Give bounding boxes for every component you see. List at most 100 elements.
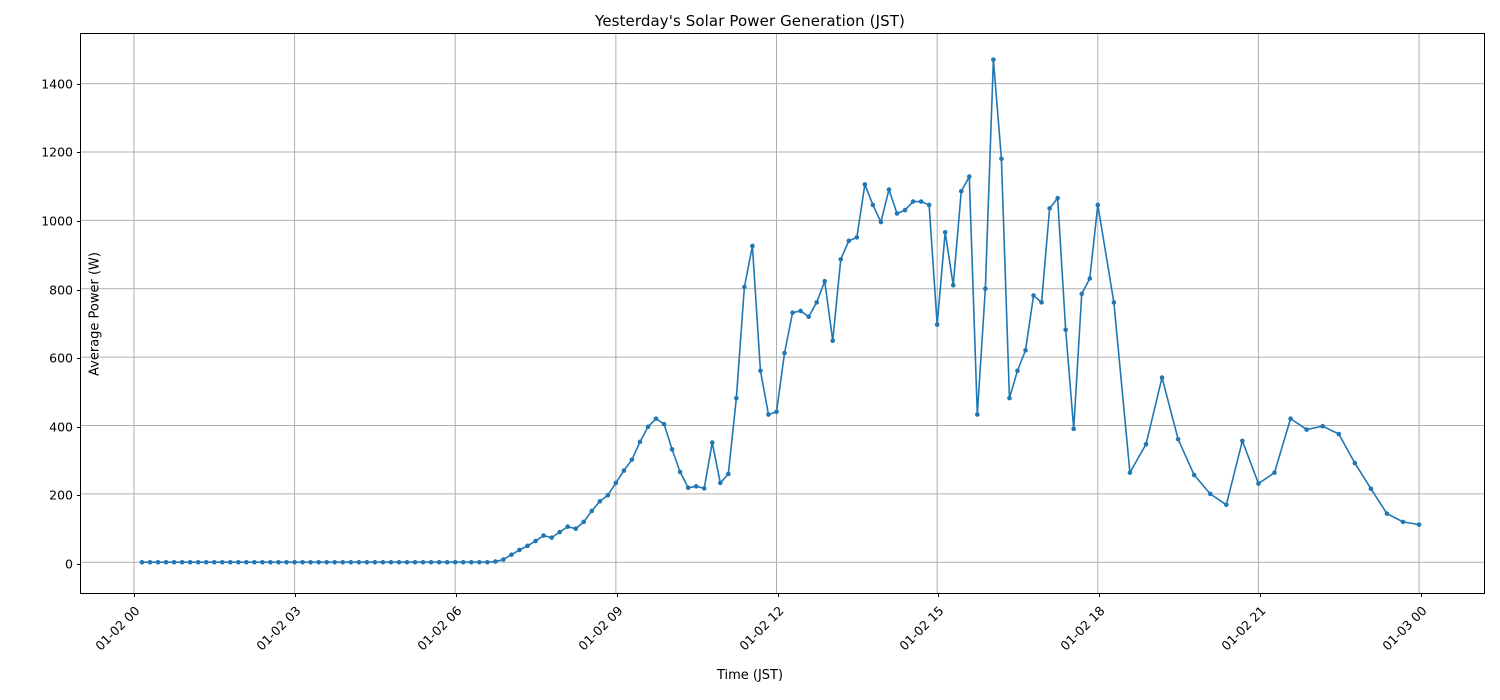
data-point-marker — [268, 559, 273, 565]
data-point-marker — [219, 559, 225, 565]
y-tick-mark — [77, 221, 81, 222]
data-point-marker — [1159, 375, 1165, 380]
data-point-marker — [1047, 206, 1052, 211]
data-point-marker — [581, 519, 587, 525]
data-point-marker — [677, 469, 683, 475]
data-point-marker — [485, 559, 490, 565]
data-point-marker — [1015, 368, 1020, 374]
data-point-marker — [734, 395, 739, 401]
x-tick-label: 01-02 12 — [735, 603, 787, 654]
data-point-marker — [444, 559, 450, 565]
data-point-marker — [597, 499, 603, 504]
data-point-marker — [452, 559, 458, 565]
data-point-marker — [645, 424, 651, 430]
data-point-marker — [1143, 441, 1149, 447]
data-point-marker — [766, 412, 771, 417]
data-point-marker — [332, 559, 338, 565]
data-point-marker — [958, 188, 964, 194]
data-point-marker — [1368, 486, 1374, 492]
data-point-marker — [541, 533, 546, 538]
data-point-marker — [782, 350, 787, 356]
data-point-marker — [758, 368, 763, 374]
data-point-marker — [862, 182, 868, 187]
x-tick-mark — [1260, 593, 1262, 597]
x-tick-label: 01-03 00 — [1379, 603, 1430, 654]
x-tick-mark — [134, 593, 135, 597]
data-point-marker — [926, 202, 932, 208]
data-point-marker — [854, 235, 860, 240]
x-tick-label: 01-02 03 — [253, 603, 304, 654]
data-point-marker — [252, 559, 257, 565]
data-point-marker — [316, 559, 321, 565]
data-point-marker — [983, 286, 988, 292]
data-point-marker — [244, 559, 249, 565]
data-point-marker — [404, 559, 410, 565]
data-point-marker — [991, 57, 996, 62]
data-point-marker — [661, 421, 667, 427]
data-point-marker — [999, 156, 1004, 162]
data-point-marker — [966, 174, 972, 179]
data-point-marker — [838, 257, 844, 262]
x-tick-label: 01-02 00 — [92, 603, 143, 654]
data-point-marker — [822, 278, 827, 284]
data-point-marker — [846, 238, 852, 244]
data-point-marker — [621, 468, 627, 473]
data-point-marker — [1224, 502, 1229, 508]
data-point-marker — [356, 559, 362, 565]
y-tick-label: 600 — [49, 350, 73, 366]
data-point-marker — [605, 492, 611, 498]
y-tick-label: 0 — [65, 556, 73, 572]
y-tick-mark — [77, 289, 81, 291]
data-point-marker — [1400, 519, 1406, 525]
data-point-marker — [950, 282, 956, 288]
data-point-marker — [1320, 423, 1325, 429]
data-point-marker — [292, 559, 297, 565]
data-point-marker — [798, 308, 803, 314]
data-point-marker — [163, 559, 169, 565]
data-point-marker — [501, 557, 506, 562]
y-tick-label: 400 — [49, 419, 73, 435]
data-point-marker — [693, 484, 699, 489]
data-point-marker — [1071, 426, 1077, 432]
data-point-marker — [653, 416, 659, 421]
data-point-marker — [171, 559, 177, 565]
data-point-marker — [613, 480, 619, 486]
chart-title: Yesterday's Solar Power Generation (JST) — [595, 12, 905, 30]
y-tick-label: 1200 — [41, 144, 73, 160]
x-axis-label: Time (JST) — [716, 668, 784, 683]
data-point-marker — [493, 559, 498, 564]
data-point-marker — [1336, 431, 1342, 437]
y-tick-mark — [77, 564, 81, 566]
data-point-marker — [340, 559, 346, 565]
data-point-marker — [1352, 460, 1358, 466]
data-line — [141, 58, 1420, 564]
data-point-marker — [420, 559, 426, 565]
data-point-marker — [918, 199, 924, 204]
x-tick-mark — [455, 593, 457, 597]
data-point-marker — [886, 187, 892, 192]
data-point-marker — [1031, 293, 1036, 298]
data-point-marker — [211, 559, 217, 565]
data-point-marker — [701, 486, 707, 491]
data-point-marker — [468, 559, 474, 565]
data-point-marker — [1007, 395, 1012, 401]
data-point-marker — [477, 559, 482, 565]
data-point-marker — [236, 559, 241, 565]
data-point-marker — [300, 559, 305, 565]
data-point-marker — [260, 559, 265, 565]
x-tick-label: 01-02 06 — [414, 603, 465, 654]
data-point-marker — [436, 559, 442, 565]
y-tick-mark — [77, 495, 81, 497]
data-point-marker — [1384, 511, 1390, 516]
data-point-marker — [709, 440, 715, 445]
data-point-marker — [155, 559, 161, 565]
data-point-marker — [1055, 195, 1060, 201]
data-point-marker — [228, 559, 233, 565]
data-point-marker — [742, 284, 747, 290]
data-point-marker — [348, 559, 354, 565]
data-point-marker — [1095, 202, 1101, 208]
y-tick-mark — [77, 358, 81, 360]
data-point-marker — [589, 508, 595, 514]
y-tick-mark — [77, 426, 81, 428]
data-point-marker — [1207, 491, 1213, 497]
